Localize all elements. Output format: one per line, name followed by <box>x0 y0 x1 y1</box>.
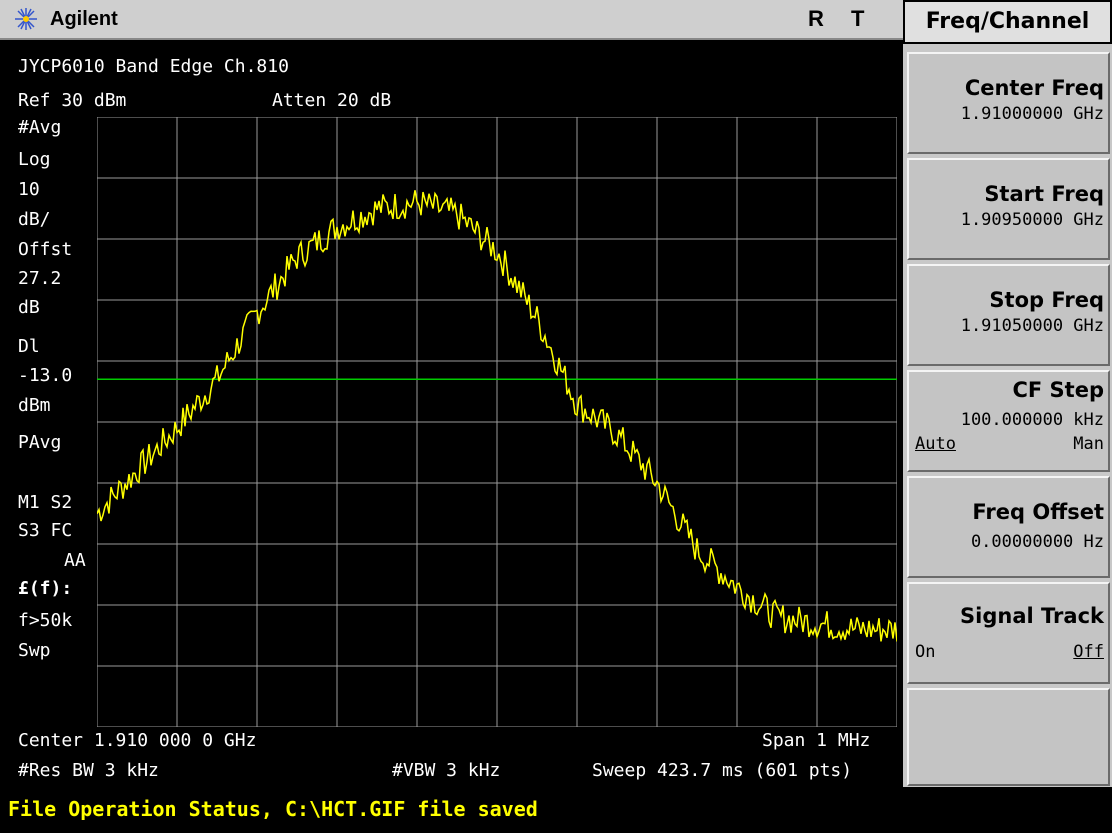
annot-log: Log <box>18 149 51 170</box>
annot-freq-function: £(f): <box>18 578 73 599</box>
remote-indicator: R <box>808 6 824 31</box>
softkey-value: 1.91050000 GHz <box>960 316 1104 336</box>
empty-softkey[interactable] <box>907 688 1110 786</box>
annot-aa: AA <box>64 550 86 571</box>
trigger-indicator: T <box>851 6 865 31</box>
annot-swp: Swp <box>18 640 51 661</box>
signal-track-off-option: Off <box>1073 642 1104 662</box>
softkey-label: Signal Track <box>960 604 1104 628</box>
softkey-label: Center Freq <box>964 76 1104 100</box>
menu-title: Freq/Channel <box>903 0 1112 44</box>
agilent-logo-icon <box>15 8 37 30</box>
annot-display-line-unit: dBm <box>18 395 51 416</box>
status-message: File Operation Status, C:\HCT.GIF file s… <box>8 797 538 821</box>
cf-step-man-option: Man <box>1073 434 1104 454</box>
annot-display-line: Dl <box>18 336 40 357</box>
cf-step-softkey[interactable]: CF Step 100.000000 kHz Auto Man <box>907 370 1110 472</box>
span: Span 1 MHz <box>762 730 871 751</box>
attenuation: Atten 20 dB <box>272 90 392 111</box>
softkey-value: 100.000000 kHz <box>960 410 1104 430</box>
brand-name: Agilent <box>50 8 118 30</box>
ref-level: Ref 30 dBm <box>18 90 127 111</box>
annot-offset: Offst <box>18 239 73 260</box>
softkey-label: CF Step <box>1012 378 1104 402</box>
resolution-bandwidth: #Res BW 3 kHz <box>18 760 159 781</box>
graticule <box>97 117 897 727</box>
start-freq-softkey[interactable]: Start Freq 1.90950000 GHz <box>907 158 1110 260</box>
annot-scale: 10 <box>18 179 40 200</box>
signal-track-softkey[interactable]: Signal Track On Off <box>907 582 1110 684</box>
spectrum-display <box>97 117 897 727</box>
title-bar <box>0 0 903 40</box>
annot-scale-unit: dB/ <box>18 209 51 230</box>
annot-avg: #Avg <box>18 117 62 138</box>
annot-freq-condition: f>50k <box>18 610 73 631</box>
softkey-value: 1.91000000 GHz <box>960 104 1104 124</box>
annot-s3-fc: S3 FC <box>18 520 73 541</box>
softkey-label: Freq Offset <box>972 500 1104 524</box>
annot-display-line-value: -13.0 <box>18 365 73 386</box>
annot-pavg: PAvg <box>18 432 62 453</box>
annot-offset-value: 27.2 <box>18 268 62 289</box>
softkey-label: Start Freq <box>984 182 1104 206</box>
screen-title: JYCP6010 Band Edge Ch.810 <box>18 56 289 77</box>
video-bandwidth: #VBW 3 kHz <box>392 760 501 781</box>
softkey-label: Stop Freq <box>989 288 1104 312</box>
status-bar <box>0 790 1112 833</box>
center-frequency: Center 1.910 000 0 GHz <box>18 730 257 751</box>
cf-step-auto-option: Auto <box>915 434 956 454</box>
stop-freq-softkey[interactable]: Stop Freq 1.91050000 GHz <box>907 264 1110 366</box>
freq-offset-softkey[interactable]: Freq Offset 0.00000000 Hz <box>907 476 1110 578</box>
annot-offset-unit: dB <box>18 297 40 318</box>
sweep-time: Sweep 423.7 ms (601 pts) <box>592 760 853 781</box>
signal-track-on-option: On <box>915 642 936 662</box>
annot-m1-s2: M1 S2 <box>18 492 73 513</box>
center-freq-softkey[interactable]: Center Freq 1.91000000 GHz <box>907 52 1110 154</box>
softkey-value: 1.90950000 GHz <box>960 210 1104 230</box>
softkey-value: 0.00000000 Hz <box>970 532 1104 552</box>
trace-line <box>97 190 897 642</box>
